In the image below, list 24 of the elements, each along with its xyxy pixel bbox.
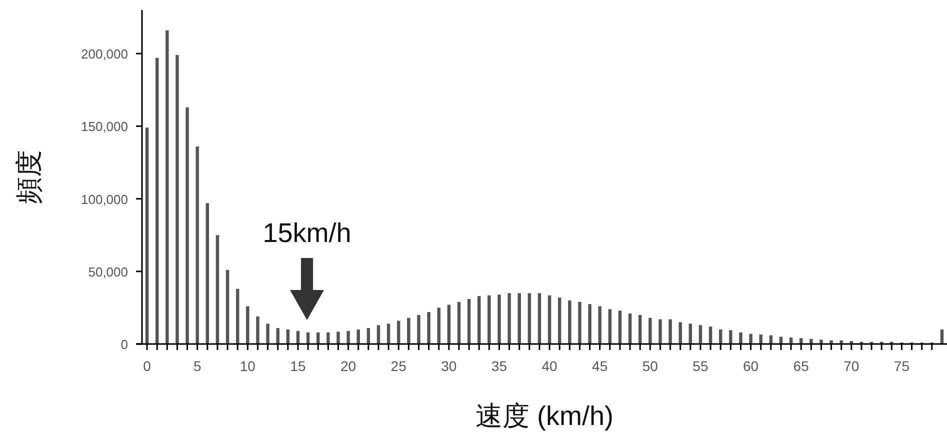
x-tick-label: 45 (592, 358, 608, 374)
x-axis-title: 速度 (km/h) (476, 401, 614, 431)
x-tick-label: 50 (642, 358, 658, 374)
x-tick-label: 70 (844, 358, 860, 374)
x-tick-label: 60 (742, 358, 759, 374)
y-tick-label: 100,000 (81, 192, 128, 207)
x-tick-label: 10 (240, 358, 256, 374)
y-tick-label: 50,000 (88, 264, 128, 280)
y-tick-label: 0 (120, 337, 128, 352)
x-tick-label: 40 (542, 358, 558, 374)
y-tick-label: 150,000 (81, 119, 128, 134)
x-tick-label: 5 (193, 358, 202, 374)
x-tick-label: 20 (340, 358, 356, 374)
x-tick-label: 65 (793, 358, 810, 374)
x-tick-label: 15 (290, 358, 306, 374)
x-tick-label: 35 (491, 358, 508, 374)
y-axis-title: 頻度 (14, 150, 44, 204)
x-tick-label: 55 (692, 358, 708, 374)
x-tick-label: 0 (143, 358, 152, 374)
x-tick-label: 30 (441, 358, 457, 374)
x-tick-label: 75 (894, 358, 910, 374)
y-tick-label: 200,000 (81, 46, 128, 62)
x-tick-label: 25 (390, 358, 407, 374)
annotation: 15km/h (262, 218, 352, 248)
